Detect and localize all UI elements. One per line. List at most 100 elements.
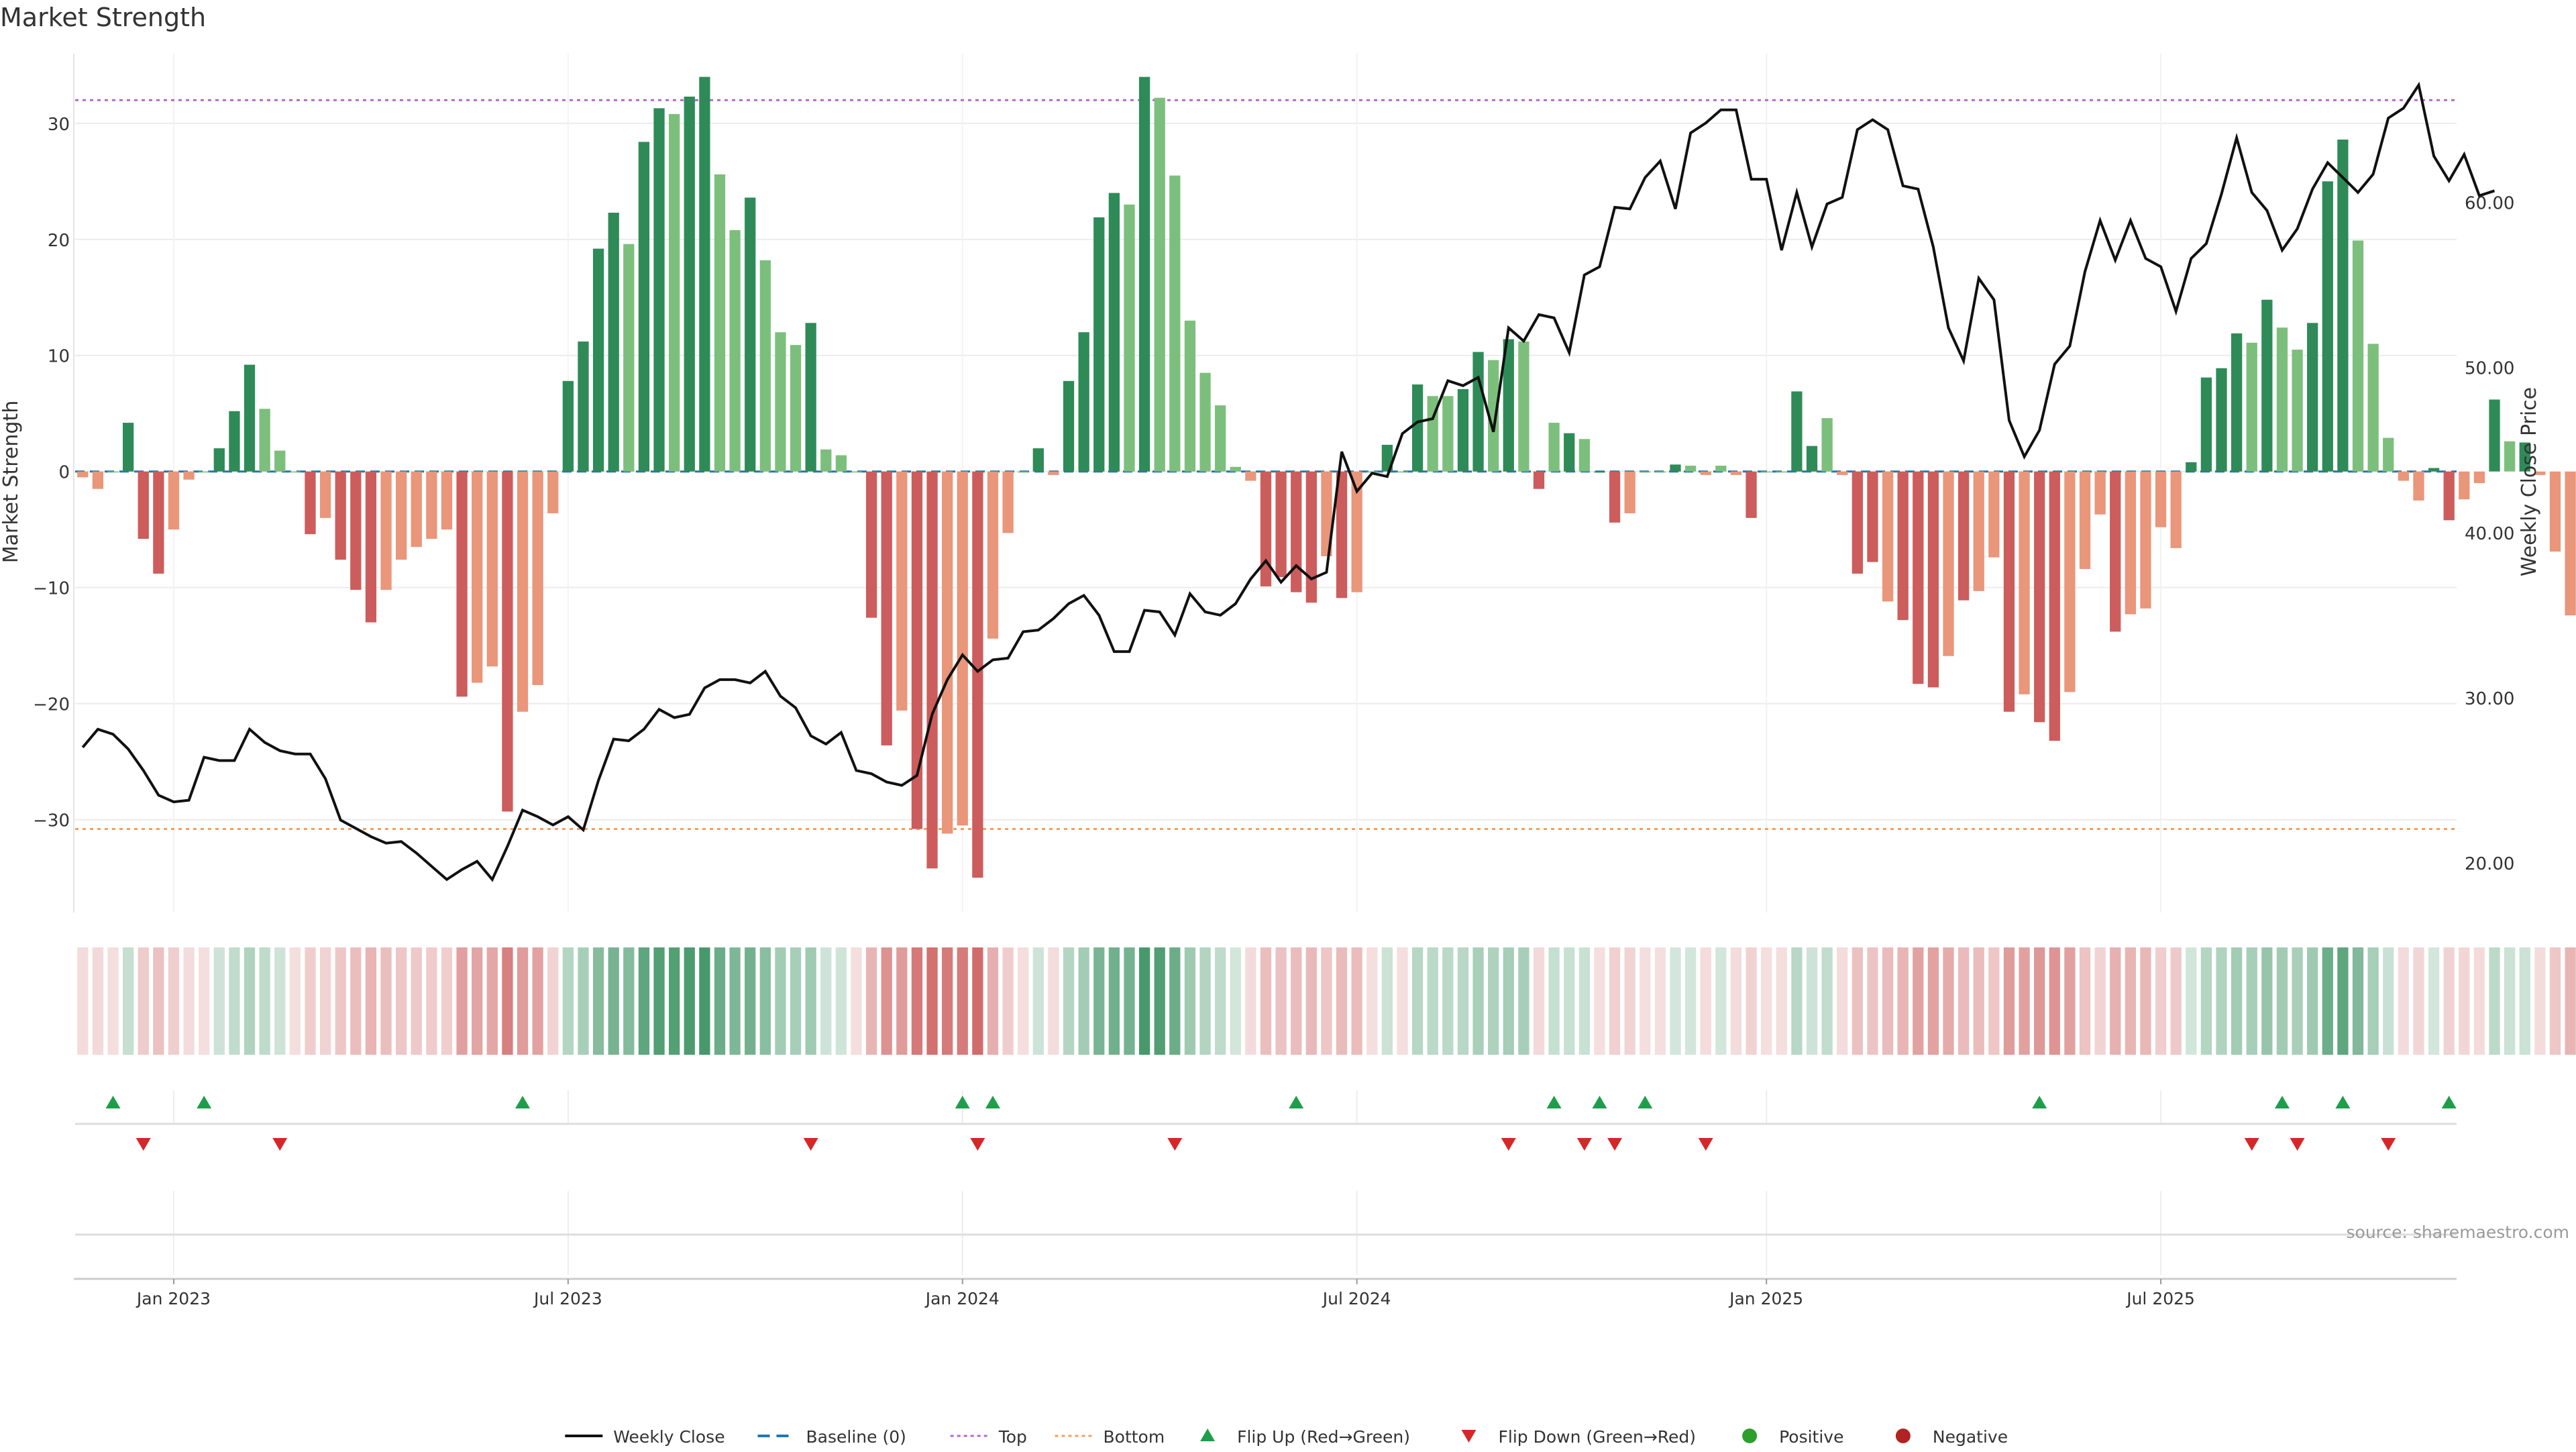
strength-bar xyxy=(1867,471,1878,562)
y-right-tick-label: 40.00 xyxy=(2465,524,2514,544)
y-left-tick-label: −20 xyxy=(33,695,70,715)
flip-down-marker xyxy=(272,1138,288,1151)
flip-down-marker xyxy=(803,1138,818,1151)
heat-strip-cell xyxy=(653,947,665,1055)
heat-strip-cell xyxy=(2049,947,2060,1055)
heat-strip-cell xyxy=(92,947,104,1055)
heat-strip-cell xyxy=(972,947,983,1055)
heat-strip-cell xyxy=(1684,947,1697,1055)
heat-strip-cell xyxy=(1108,947,1120,1055)
heat-strip-cell xyxy=(1002,947,1014,1055)
heat-strip-cell xyxy=(1442,947,1454,1055)
strength-bar xyxy=(472,471,483,683)
strength-bar xyxy=(305,471,316,535)
strength-bar xyxy=(1624,471,1635,513)
heat-strip-cell xyxy=(2276,947,2288,1055)
strength-bar xyxy=(517,471,529,712)
heat-strip-cell xyxy=(911,947,923,1055)
heat-strip-cell xyxy=(2413,947,2424,1055)
strength-bar xyxy=(1746,471,1757,518)
strength-bar xyxy=(1973,471,1984,591)
strength-bar xyxy=(1988,471,2000,558)
heat-strip-cell xyxy=(881,947,892,1055)
heat-strip-cell xyxy=(2186,947,2197,1055)
strength-bar xyxy=(456,471,468,697)
heat-strip-cell xyxy=(1761,947,1772,1055)
heat-strip-cell xyxy=(350,947,362,1055)
heat-strip-cell xyxy=(365,947,377,1055)
heat-strip-cell xyxy=(1746,947,1757,1055)
flip-up-marker xyxy=(515,1096,531,1108)
heat-strip-cell xyxy=(1138,947,1150,1055)
heat-strip-cell xyxy=(456,947,468,1055)
strength-bar xyxy=(532,471,543,685)
strength-bars xyxy=(77,76,2576,878)
flip-down-marker xyxy=(970,1138,985,1151)
heat-strip-cell xyxy=(865,947,877,1055)
strength-bar xyxy=(2216,368,2227,472)
heat-strip-cell xyxy=(1654,947,1666,1055)
flip-up-marker xyxy=(1546,1096,1562,1108)
strength-bar xyxy=(2170,471,2182,548)
strength-bar xyxy=(881,471,892,745)
strength-bar xyxy=(1684,466,1697,472)
heat-strip-cell xyxy=(2034,947,2045,1055)
strength-bar xyxy=(1351,471,1362,592)
strength-bar xyxy=(2246,342,2257,472)
strength-bar xyxy=(244,364,256,472)
strength-bar xyxy=(1397,471,1408,473)
legend: Weekly Close Baseline (0) Top Bottom Flip Up… xyxy=(565,1427,2008,1447)
strength-bar xyxy=(319,471,331,518)
legend-item: Flip Down (Green→Red) xyxy=(1461,1427,1697,1447)
heat-strip-cell xyxy=(638,947,650,1055)
strength-bar xyxy=(2489,399,2500,472)
strength-bar xyxy=(1518,341,1529,472)
strength-bar xyxy=(790,345,802,472)
heat-strip-cell xyxy=(244,947,256,1055)
heat-strip-cell xyxy=(1427,947,1438,1055)
strength-bar xyxy=(77,471,89,478)
axes: 30 20 10 0 −10 −20 −30 20.00 30.00 40.00 50.00 60.0… xyxy=(33,54,2514,913)
heat-strip-cell xyxy=(2534,947,2546,1055)
strength-bar xyxy=(486,471,498,667)
flip-down-marker xyxy=(1698,1138,1713,1151)
strength-bar xyxy=(1321,471,1332,556)
legend-item: Negative xyxy=(1895,1427,2008,1447)
strength-bar xyxy=(2519,442,2530,472)
heat-strip-cell xyxy=(1215,947,1226,1055)
strength-bar xyxy=(2428,468,2440,472)
strength-bar xyxy=(1609,471,1621,523)
strength-bar xyxy=(957,471,968,826)
heat-strip-cell xyxy=(1897,947,1909,1055)
strength-bar xyxy=(820,449,832,472)
strength-bar xyxy=(1897,471,1909,621)
heat-strip-cell xyxy=(608,947,619,1055)
heat-strip-cell xyxy=(2367,947,2379,1055)
legend-item: Bottom xyxy=(1055,1427,1165,1447)
flip-down-marker xyxy=(1167,1138,1183,1151)
strength-bar xyxy=(2125,471,2136,615)
heat-strip-cell xyxy=(547,947,559,1055)
heat-strip-cell xyxy=(1411,947,1424,1055)
strength-bar xyxy=(365,471,377,623)
strength-bar xyxy=(380,471,392,590)
strength-bar xyxy=(1957,471,1970,601)
strength-bar xyxy=(1670,464,1681,472)
heat-strip-cell xyxy=(319,947,331,1055)
strength-bar xyxy=(1124,204,1135,472)
heat-strip-cell xyxy=(926,947,938,1055)
heat-strip-cell xyxy=(623,947,635,1055)
grid-layer xyxy=(75,54,2457,1275)
heat-strip-cell xyxy=(1564,947,1575,1055)
heat-strip-cell xyxy=(2383,947,2394,1055)
legend-label: Flip Down (Green→Red) xyxy=(1499,1427,1697,1447)
strength-bar xyxy=(107,471,119,473)
strength-bar xyxy=(805,323,816,472)
heat-strip-cell xyxy=(2170,947,2182,1055)
legend-item: Top xyxy=(950,1427,1027,1447)
heat-strip-cell xyxy=(745,947,756,1055)
heat-strip-cell xyxy=(820,947,832,1055)
reference-lines xyxy=(75,99,2457,830)
legend-label: Negative xyxy=(1933,1427,2008,1447)
